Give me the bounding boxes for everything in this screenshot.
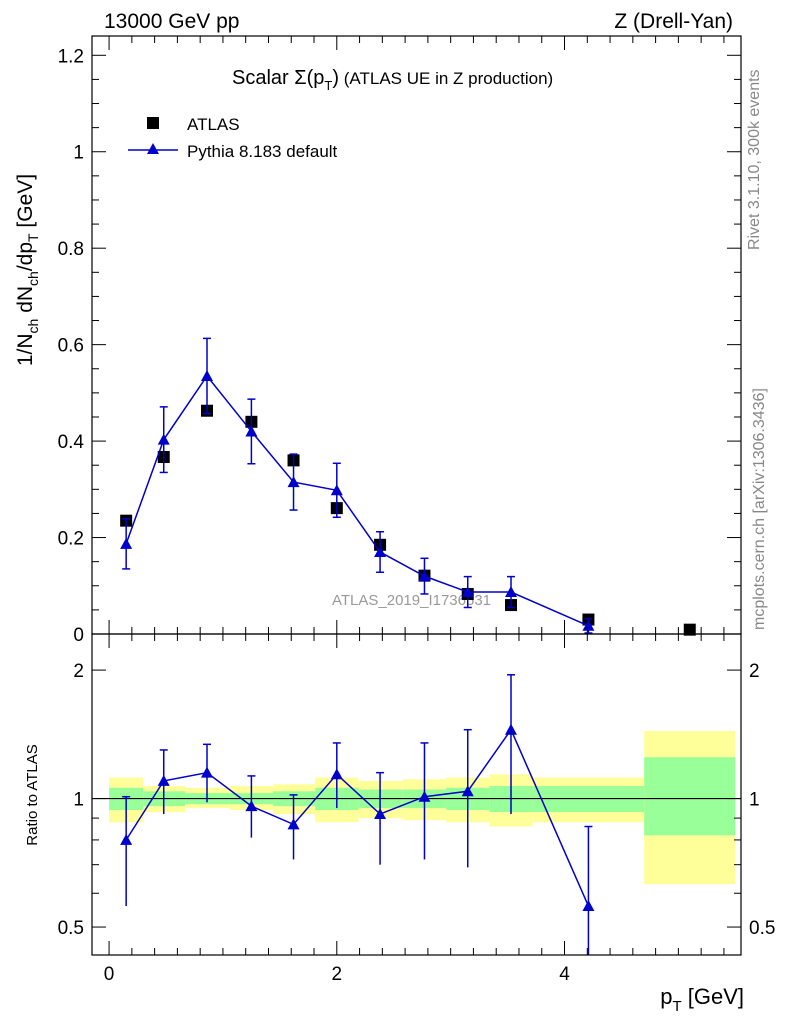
pythia-point [330, 484, 343, 496]
mcplots-label: mcplots.cern.ch [arXiv:1306.3436] [751, 388, 768, 630]
main-ytick-label: 0.4 [58, 432, 85, 453]
ratio-point [120, 833, 133, 845]
ratio-point [157, 774, 170, 786]
ratio-ytick-label: 1 [73, 790, 84, 811]
header-left: 13000 GeV pp [104, 10, 239, 33]
main-ytick-label: 1 [73, 143, 84, 164]
ratio-ylabel: Ratio to ATLAS [24, 744, 41, 845]
ratio-point [374, 808, 387, 820]
pythia-point [374, 546, 387, 558]
ratio-point [505, 723, 518, 735]
main-ytick-label: 0 [73, 625, 84, 646]
pythia-line [125, 374, 589, 627]
ratio-point [330, 768, 343, 780]
ratio-point [200, 766, 213, 778]
main-ytick-label: 0.2 [58, 529, 84, 550]
ratio-point [461, 785, 474, 797]
watermark: ATLAS_2019_I1736531 [332, 592, 491, 609]
main-ytick-label: 0.8 [58, 239, 84, 260]
atlas-point [683, 623, 696, 636]
main-title: Scalar Σ(pT) (ATLAS UE in Z production) [232, 67, 553, 93]
ratio-ytick-label: 0.5 [58, 918, 84, 939]
xtick-label: 0 [104, 964, 115, 985]
pythia-point [245, 425, 258, 437]
ratio-frame [91, 633, 742, 956]
legend-atlas-marker [147, 117, 159, 129]
rivet-label: Rivet 3.1.10, 300k events [746, 69, 763, 250]
ratio-ytick-label: 2 [73, 661, 84, 682]
legend-atlas-label: ATLAS [187, 115, 240, 134]
ratio-ytick-label-right: 2 [749, 661, 760, 682]
ratio-ytick-label-right: 1 [749, 790, 760, 811]
main-ylabel: 1/Nch dNch/dpT [GeV] [14, 174, 41, 366]
main-ytick-label: 0.6 [58, 336, 84, 357]
ratio-point [287, 818, 300, 830]
pythia-point [418, 570, 431, 582]
pythia-point [461, 586, 474, 598]
ratio-bands [92, 730, 741, 885]
main-ytick-label: 1.2 [58, 46, 84, 67]
ratio-ytick-label-right: 0.5 [749, 918, 775, 939]
data-layer [120, 337, 696, 955]
legend-pythia-label: Pythia 8.183 default [187, 142, 338, 161]
legend: ATLAS Pythia 8.183 default [128, 115, 338, 161]
ratio-point [582, 900, 595, 912]
ratio-point [245, 800, 258, 812]
xtick-label: 4 [559, 964, 570, 985]
pythia-point [582, 619, 595, 631]
pythia-point [120, 537, 133, 549]
pythia-point [200, 369, 213, 381]
legend-pythia-marker [147, 143, 159, 154]
axes-layer: 0 0.2 0.4 0.6 0.8 1 1.2 0.5 0.5 1 1 2 2 0 2 4 [58, 35, 775, 985]
x-axis-label: pT [GeV] [660, 984, 744, 1015]
ratio-band-inner [644, 757, 736, 836]
xtick-label: 2 [332, 964, 343, 985]
pythia-point [157, 433, 170, 445]
header-right: Z (Drell-Yan) [614, 10, 733, 33]
pythia-point [287, 476, 300, 488]
pythia-point [505, 586, 518, 598]
ratio-point [418, 790, 431, 802]
